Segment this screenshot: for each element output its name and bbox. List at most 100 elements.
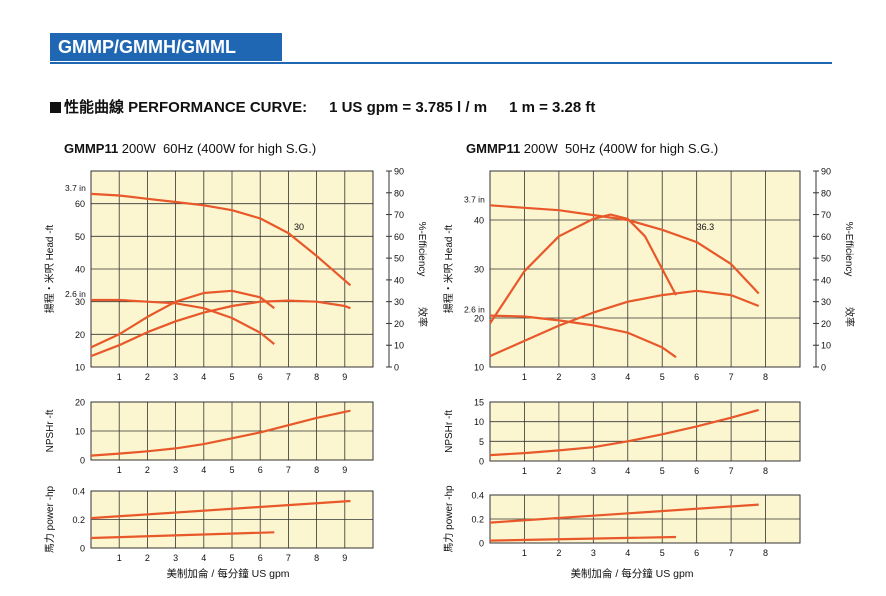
x-tick-label: 2 [556, 372, 561, 382]
x-tick-label: 6 [258, 465, 263, 475]
y-tick-label: 40 [75, 265, 85, 275]
x-tick-label: 3 [591, 372, 596, 382]
x-tick-label: 8 [763, 372, 768, 382]
x-tick-label: 6 [694, 548, 699, 558]
y-axis-label: 揚程・米呎 Head -ft [43, 225, 56, 314]
right-y-tick-label: 0 [821, 363, 826, 373]
y-tick-label: 0.4 [471, 491, 484, 501]
x-tick-label: 7 [729, 372, 734, 382]
right-y-tick-label: 80 [394, 188, 404, 198]
x-tick-label: 5 [660, 372, 665, 382]
right-y-tick-label: 40 [394, 275, 404, 285]
y-tick-label: 0.2 [471, 515, 484, 525]
conversion-gpm: 1 US gpm = 3.785 l / m [329, 99, 488, 116]
x-tick-label: 4 [201, 553, 206, 563]
power-curve [489, 503, 759, 524]
x-tick-label: 8 [314, 372, 319, 382]
x-tick-label: 2 [145, 372, 150, 382]
square-bullet-icon [50, 102, 61, 113]
head-curve [91, 298, 275, 345]
right-y-tick-label: 10 [821, 341, 831, 351]
y-tick-label: 0.4 [72, 487, 85, 497]
y-tick-label: 5 [479, 437, 484, 447]
x-tick-label: 5 [660, 548, 665, 558]
x-tick-label: 4 [201, 372, 206, 382]
right-y-tick-label: 30 [394, 297, 404, 307]
x-tick-label: 1 [117, 465, 122, 475]
section-tab: GMMP/GMMH/GMML [50, 33, 282, 61]
right-y-tick-label: 60 [394, 232, 404, 242]
y-axis-label: NPSHr -ft [45, 409, 56, 452]
y-tick-label: 15 [474, 398, 484, 408]
right-y-axis-label-cn: 效率 [843, 307, 856, 327]
x-tick-label: 4 [625, 466, 630, 476]
power-curve [489, 535, 677, 542]
impeller-label: 3.7 in [464, 194, 485, 204]
x-tick-label: 1 [522, 372, 527, 382]
efficiency-curve [90, 299, 351, 358]
y-tick-label: 30 [474, 265, 484, 275]
x-tick-label: 2 [556, 548, 561, 558]
x-tick-label: 1 [522, 548, 527, 558]
y-tick-label: 10 [474, 363, 484, 373]
x-tick-label: 2 [556, 466, 561, 476]
x-tick-label: 7 [286, 372, 291, 382]
x-tick-label: 6 [694, 372, 699, 382]
x-tick-label: 9 [342, 553, 347, 563]
y-axis-label: 馬力 power -hp [43, 485, 56, 553]
right-y-axis-label-cn: 效率 [416, 307, 429, 327]
y-tick-label: 30 [75, 297, 85, 307]
y-tick-label: 60 [75, 199, 85, 209]
impeller-label: 2.6 in [464, 305, 485, 315]
right-y-tick-label: 50 [394, 254, 404, 264]
npsh-curve [90, 409, 351, 457]
y-tick-label: 10 [474, 417, 484, 427]
x-tick-label: 8 [763, 466, 768, 476]
head-curve [489, 314, 677, 359]
right-y-tick-label: 20 [394, 319, 404, 329]
x-axis-label: 美制加侖 / 每分鐘 US gpm [166, 567, 289, 580]
y-tick-label: 10 [75, 363, 85, 373]
y-axis-label: 馬力 power -hp [442, 485, 455, 553]
x-tick-label: 6 [258, 372, 263, 382]
x-tick-label: 7 [286, 465, 291, 475]
right-y-tick-label: 50 [821, 254, 831, 264]
impeller-label: 3.7 in [65, 183, 86, 193]
efficiency-curve [489, 289, 760, 358]
curve-annotation: 36.3 [697, 222, 715, 232]
y-tick-label: 20 [75, 398, 85, 408]
x-tick-label: 3 [591, 548, 596, 558]
y-tick-label: 40 [474, 216, 484, 226]
power-curve [90, 531, 275, 540]
performance-heading: 性能曲線 PERFORMANCE CURVE: 1 US gpm = 3.785 … [50, 96, 595, 117]
impeller-label: 2.6 in [65, 289, 86, 299]
x-tick-label: 7 [286, 553, 291, 563]
right-y-tick-label: 20 [821, 319, 831, 329]
x-tick-label: 8 [763, 548, 768, 558]
model-name: GMMP11 [466, 141, 521, 156]
right-y-tick-label: 0 [394, 363, 399, 373]
x-tick-label: 4 [625, 372, 630, 382]
x-tick-label: 7 [729, 548, 734, 558]
x-tick-label: 1 [522, 466, 527, 476]
conversion-m: 1 m = 3.28 ft [509, 99, 596, 116]
heading-text: 性能曲線 PERFORMANCE CURVE: [64, 99, 308, 116]
x-axis-label: 美制加侖 / 每分鐘 US gpm [570, 567, 693, 580]
chart-subtitle: 200W 50Hz (400W for high S.G.) [520, 141, 719, 156]
x-tick-label: 8 [314, 465, 319, 475]
x-tick-label: 3 [173, 553, 178, 563]
y-tick-label: 0 [80, 456, 85, 466]
right-y-tick-label: 30 [821, 297, 831, 307]
efficiency-curve [489, 213, 677, 325]
y-tick-label: 10 [75, 427, 85, 437]
x-tick-label: 7 [729, 466, 734, 476]
x-tick-label: 8 [314, 553, 319, 563]
x-tick-label: 1 [117, 553, 122, 563]
right-y-axis-label: %-Efficiency [416, 222, 427, 277]
y-tick-label: 50 [75, 232, 85, 242]
y-tick-label: 20 [474, 314, 484, 324]
y-tick-label: 0 [479, 539, 484, 549]
x-tick-label: 2 [145, 553, 150, 563]
right-y-tick-label: 70 [821, 210, 831, 220]
y-axis-label: 揚程・米呎 Head -ft [442, 225, 455, 314]
